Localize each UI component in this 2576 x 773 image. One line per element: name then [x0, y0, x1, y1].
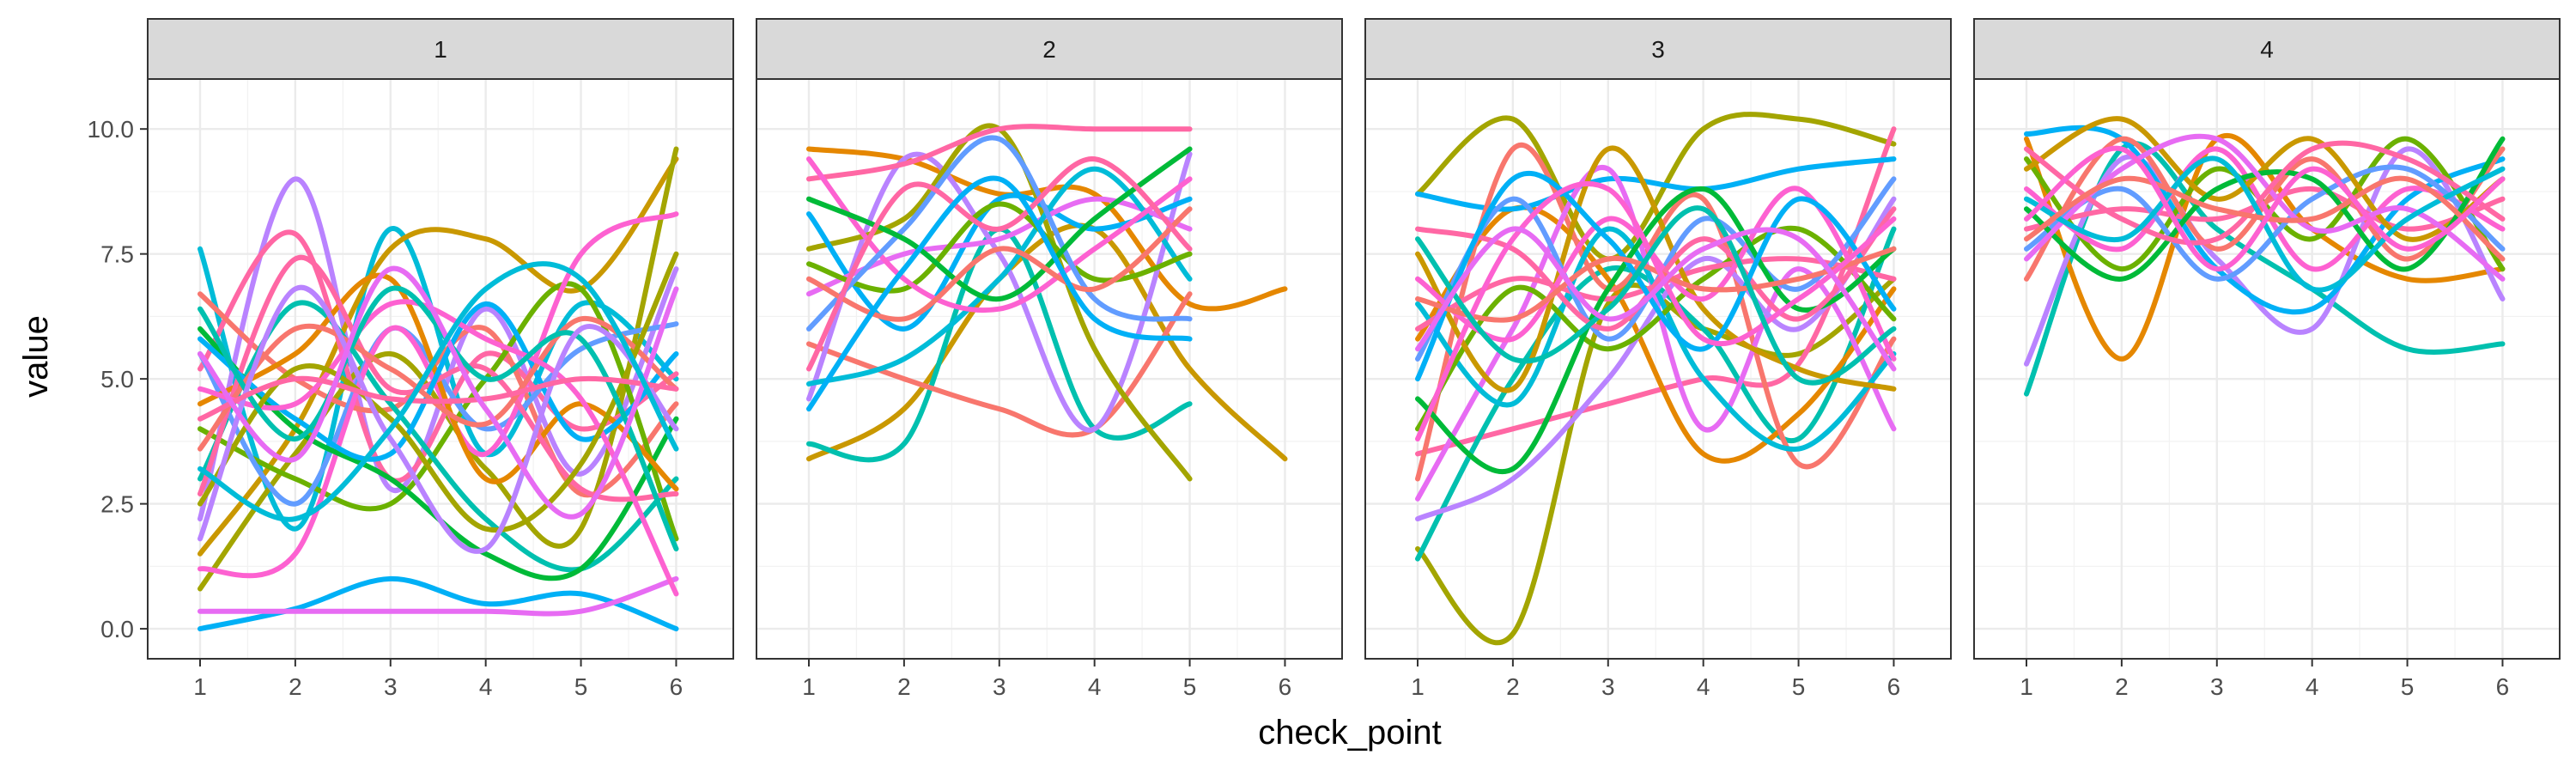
- series-line: [1415, 246, 1897, 323]
- facet-panel-3: 3 1 2 3 4 5 6: [1364, 18, 1952, 700]
- series-line: [197, 575, 679, 617]
- y-tick-label: 7.5: [100, 241, 134, 268]
- y-axis-title: value: [17, 315, 55, 398]
- series-line: [806, 166, 1193, 386]
- facet-strip-label: 2: [1042, 36, 1056, 63]
- x-tick-label: 2: [1506, 673, 1520, 700]
- y-tick-label: 5.0: [100, 366, 134, 393]
- series-line: [1415, 156, 1897, 212]
- facet-panel-1: 1 1 2 3 4 5 6 0.0 2.5 5.0 7.5 10.0: [88, 18, 734, 700]
- x-tick-label: 5: [1792, 673, 1806, 700]
- x-tick-label: 6: [670, 673, 683, 700]
- series-line: [1415, 276, 1897, 645]
- facet-panel-4: 4 1 2 3 4 5 6: [1973, 18, 2561, 700]
- facet-strip-label: 4: [2260, 36, 2274, 63]
- series-line: [1415, 206, 1897, 332]
- series-line: [806, 175, 1193, 412]
- y-tick-label: 0.0: [100, 616, 134, 642]
- series-line: [1415, 205, 1897, 386]
- facet-strip-1: [147, 18, 734, 80]
- panel-border: [1364, 78, 1952, 660]
- series-line: [2024, 125, 2506, 315]
- series-line: [197, 285, 679, 551]
- series-line: [197, 261, 679, 522]
- series-line: [1415, 204, 1897, 464]
- x-tick-label: 4: [2306, 673, 2319, 700]
- x-tick-label: 3: [2210, 673, 2224, 700]
- x-tick-label: 4: [1697, 673, 1710, 700]
- series-line: [197, 156, 679, 557]
- series-line: [806, 146, 1193, 302]
- panel-border: [1973, 78, 2561, 660]
- facet-strip-2: [756, 18, 1343, 80]
- x-tick-label: 5: [2401, 673, 2415, 700]
- series-line: [1415, 225, 1897, 432]
- series-line: [2024, 164, 2506, 282]
- series-line: [806, 156, 1193, 372]
- x-tick-label: 1: [2020, 673, 2033, 700]
- series-line: [197, 254, 679, 502]
- series-line: [197, 226, 679, 532]
- x-tick-label: 1: [802, 673, 816, 700]
- series-line: [806, 135, 1193, 332]
- x-tick-label: 2: [289, 673, 302, 700]
- x-tick-label: 4: [1088, 673, 1102, 700]
- y-tick-label: 10.0: [88, 116, 135, 143]
- x-tick-label: 5: [574, 673, 588, 700]
- series-line: [1415, 226, 1897, 452]
- series-line: [1415, 180, 1897, 441]
- series-line: [806, 124, 1193, 182]
- series-line: [806, 196, 1193, 297]
- series-line: [1415, 226, 1897, 372]
- x-tick-label: 4: [479, 673, 493, 700]
- x-tick-label: 1: [193, 673, 207, 700]
- series-line: [197, 299, 679, 597]
- series-line: [2024, 116, 2506, 242]
- series-line: [2024, 133, 2506, 362]
- series-line: [197, 375, 679, 422]
- series-line: [1415, 176, 1897, 362]
- series-group: [806, 123, 1288, 482]
- series-line: [806, 156, 1193, 313]
- series-group: [197, 146, 679, 632]
- x-tick-label: 6: [1887, 673, 1901, 700]
- series-line: [806, 206, 1193, 322]
- series-line: [2024, 136, 2506, 282]
- series-line: [2024, 140, 2506, 246]
- panel-border: [147, 78, 734, 660]
- facet-panel-2: 2 1 2 3 4 5 6: [756, 18, 1343, 700]
- panel-border: [756, 78, 1343, 660]
- facet-strip-label: 3: [1651, 36, 1665, 63]
- series-line: [197, 316, 679, 452]
- x-tick-label: 2: [2115, 673, 2129, 700]
- series-group: [1415, 112, 1897, 645]
- y-tick-label: 2.5: [100, 491, 134, 518]
- series-line: [806, 123, 1193, 482]
- series-line: [2024, 145, 2506, 272]
- series-line: [1415, 226, 1897, 562]
- x-tick-label: 3: [1601, 673, 1615, 700]
- x-tick-label: 6: [2496, 673, 2510, 700]
- series-group: [2024, 116, 2506, 397]
- series-line: [197, 301, 679, 462]
- x-tick-label: 3: [384, 673, 398, 700]
- x-tick-label: 3: [993, 673, 1006, 700]
- panels-layer: 11 2 3 4 5 60.02.55.07.510.021 2 3 4 5 631 2 3 4 5 641 2…: [88, 18, 2561, 700]
- series-line: [1415, 145, 1897, 393]
- x-axis-title: check_point: [1258, 714, 1441, 752]
- series-line: [197, 265, 679, 520]
- x-tick-label: 6: [1279, 673, 1292, 700]
- series-line: [1415, 170, 1897, 382]
- x-tick-label: 5: [1183, 673, 1197, 700]
- x-tick-label: 2: [897, 673, 911, 700]
- facet-strip-4: [1973, 18, 2561, 80]
- series-line: [806, 151, 1193, 433]
- series-line: [806, 201, 1193, 294]
- x-tick-label: 1: [1411, 673, 1425, 700]
- series-line: [1415, 143, 1897, 482]
- series-line: [1415, 186, 1897, 474]
- series-line: [197, 284, 679, 554]
- facet-strip-label: 1: [434, 36, 447, 63]
